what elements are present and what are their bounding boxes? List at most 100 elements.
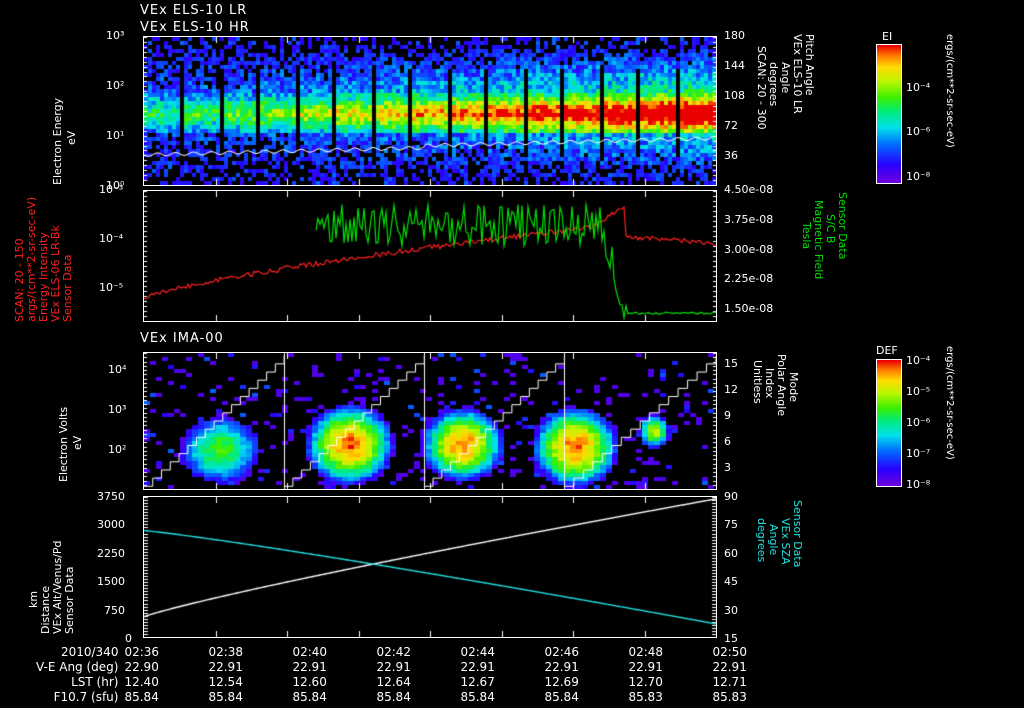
footer-cell: 22.91 bbox=[712, 660, 747, 674]
panel3-right-tick-3: 6 bbox=[724, 435, 731, 448]
panel1-colorbar-title: EI bbox=[882, 30, 893, 43]
footer-cell: 02:50 bbox=[712, 645, 748, 659]
time-axis-annotation-table: 2010/340 02:36 02:38 02:40 02:42 02:44 02:46 02… bbox=[36, 645, 796, 705]
footer-cell: 12.70 bbox=[628, 675, 663, 689]
panel1-left-tick-2: 10¹ bbox=[106, 129, 125, 142]
footer-cell: 02:44 bbox=[460, 645, 496, 659]
footer-cell: 12.71 bbox=[712, 675, 747, 689]
footer-cell: 22.90 bbox=[124, 660, 159, 674]
footer-cell: 22.91 bbox=[628, 660, 663, 674]
footer-cell: 02:38 bbox=[208, 645, 244, 659]
panel2-right-tick-2: 3.00e-08 bbox=[724, 243, 774, 256]
footer-cell: 85.84 bbox=[292, 690, 327, 704]
panel3-right-tick-4: 3 bbox=[724, 461, 731, 474]
panel3-colorbar-tick-3: 10⁻⁷ bbox=[906, 447, 931, 460]
panel1-right-tick-0: 180 bbox=[724, 29, 745, 42]
footer-cell: 02:42 bbox=[376, 645, 412, 659]
panel4-right-tick-1: 75 bbox=[724, 518, 738, 531]
panel2-left-tick-1: 10⁻⁴ bbox=[99, 232, 124, 245]
panel3-colorbar-tick-1: 10⁻⁵ bbox=[906, 385, 931, 398]
panel2-right-tick-0: 4.50e-08 bbox=[724, 183, 774, 196]
panel2-left-tick-2: 10⁻⁵ bbox=[99, 281, 124, 294]
panel3-colorbar-tick-4: 10⁻⁸ bbox=[906, 478, 931, 491]
footer-cell: 85.84 bbox=[376, 690, 411, 704]
footer-row-label: F10.7 (sfu) bbox=[53, 690, 119, 704]
footer-cell: 12.54 bbox=[208, 675, 243, 689]
panel1-left-tick-3: 10⁰ bbox=[106, 179, 125, 192]
panel1-right-tick-4: 36 bbox=[724, 149, 738, 162]
footer-row-label: 2010/340 bbox=[60, 645, 119, 659]
panel3-colorbar-tick-0: 10⁻⁴ bbox=[906, 354, 931, 367]
panel1-colorbar-unit: ergs/(cm**2-sr-sec-eV) bbox=[944, 34, 955, 148]
electron-energy-spectrogram-panel bbox=[143, 36, 717, 186]
panel1-title-lr: VEx ELS-10 LR bbox=[140, 3, 248, 18]
panel3-left-tick-1: 10³ bbox=[108, 403, 127, 416]
panel4-left-tick-1: 3000 bbox=[97, 518, 125, 531]
panel2-left-tick-0: 10⁻³ bbox=[99, 183, 124, 196]
panel4-left-tick-2: 2250 bbox=[97, 547, 125, 560]
footer-cell: 22.91 bbox=[376, 660, 411, 674]
panel3-right-tick-2: 9 bbox=[724, 409, 731, 422]
panel3-title: VEx IMA-00 bbox=[140, 331, 224, 346]
panel4-right-tick-0: 90 bbox=[724, 490, 738, 503]
panel3-right-tick-1: 12 bbox=[724, 383, 738, 396]
footer-cell: 22.91 bbox=[544, 660, 579, 674]
panel4-left-tick-0: 3750 bbox=[97, 490, 125, 503]
panel4-left-tick-4: 750 bbox=[104, 604, 125, 617]
footer-row: F10.7 (sfu) 85.84 85.84 85.84 85.84 85.84 85.8… bbox=[36, 690, 796, 705]
energy-intensity-magnetic-field-panel bbox=[143, 190, 717, 322]
panel4-right-tick-5: 15 bbox=[724, 632, 738, 645]
footer-cell: 85.83 bbox=[628, 690, 663, 704]
footer-cell: 12.64 bbox=[376, 675, 411, 689]
ion-energy-spectrogram-panel bbox=[143, 352, 717, 490]
footer-row: LST (hr) 12.40 12.54 12.60 12.64 12.67 12.69 12… bbox=[36, 675, 796, 690]
footer-row: 2010/340 02:36 02:38 02:40 02:42 02:44 02:46 02… bbox=[36, 645, 796, 660]
panel2-right-tick-3: 2.25e-08 bbox=[724, 272, 774, 285]
panel3-left-tick-0: 10⁴ bbox=[108, 363, 127, 376]
panel3-colorbar-title: DEF bbox=[876, 344, 898, 357]
panel1-colorbar-tick-0: 10⁻⁴ bbox=[906, 81, 931, 94]
footer-cell: 02:40 bbox=[292, 645, 328, 659]
footer-cell: 12.40 bbox=[124, 675, 159, 689]
panel2-right-tick-1: 3.75e-08 bbox=[724, 213, 774, 226]
footer-cell: 85.84 bbox=[124, 690, 159, 704]
panel1-colorbar bbox=[876, 44, 902, 184]
footer-cell: 85.84 bbox=[460, 690, 495, 704]
panel4-right-tick-4: 30 bbox=[724, 604, 738, 617]
panel3-left-tick-2: 10² bbox=[108, 443, 127, 456]
footer-cell: 85.84 bbox=[208, 690, 243, 704]
footer-cell: 85.83 bbox=[712, 690, 747, 704]
panel1-colorbar-tick-2: 10⁻⁸ bbox=[906, 170, 931, 183]
panel3-right-tick-0: 15 bbox=[724, 357, 738, 370]
footer-cell: 22.91 bbox=[460, 660, 495, 674]
panel2-right-tick-4: 1.50e-08 bbox=[724, 302, 774, 315]
footer-row-label: LST (hr) bbox=[71, 675, 119, 689]
panel1-right-tick-1: 144 bbox=[724, 59, 745, 72]
panel4-right-tick-3: 45 bbox=[724, 575, 738, 588]
footer-cell: 02:48 bbox=[628, 645, 664, 659]
footer-cell: 22.91 bbox=[292, 660, 327, 674]
footer-cell: 02:46 bbox=[544, 645, 580, 659]
panel1-title-hr: VEx ELS-10 HR bbox=[140, 20, 250, 35]
panel1-colorbar-tick-1: 10⁻⁶ bbox=[906, 125, 931, 138]
altitude-sza-panel bbox=[143, 496, 717, 638]
footer-cell: 12.67 bbox=[460, 675, 495, 689]
panel3-colorbar bbox=[876, 359, 902, 487]
panel1-right-tick-2: 108 bbox=[724, 89, 745, 102]
footer-cell: 12.60 bbox=[292, 675, 327, 689]
panel3-colorbar-unit: ergs/(cm**2-sr-sec-eV) bbox=[944, 346, 955, 460]
panel1-left-tick-1: 10² bbox=[106, 79, 125, 92]
footer-cell: 02:36 bbox=[124, 645, 160, 659]
footer-row-label: V-E Ang (deg) bbox=[36, 660, 119, 674]
panel1-right-tick-3: 72 bbox=[724, 119, 738, 132]
panel1-left-tick-0: 10³ bbox=[106, 29, 125, 42]
panel4-left-tick-3: 1500 bbox=[97, 575, 125, 588]
footer-cell: 12.69 bbox=[544, 675, 579, 689]
panel3-colorbar-tick-2: 10⁻⁶ bbox=[906, 416, 931, 429]
footer-cell: 85.84 bbox=[544, 690, 579, 704]
footer-row: V-E Ang (deg) 22.90 22.91 22.91 22.91 22.91 22… bbox=[36, 660, 796, 675]
panel4-left-tick-5: 0 bbox=[125, 632, 132, 645]
footer-cell: 22.91 bbox=[208, 660, 243, 674]
panel4-right-tick-2: 60 bbox=[724, 547, 738, 560]
